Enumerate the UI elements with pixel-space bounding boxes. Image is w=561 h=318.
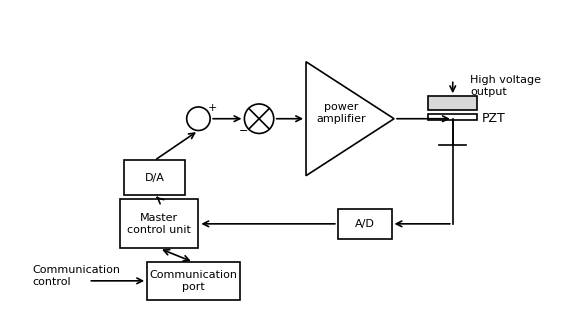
Text: power
amplifier: power amplifier xyxy=(316,102,366,124)
Bar xyxy=(338,209,392,238)
Text: PZT: PZT xyxy=(482,112,506,125)
Text: −: − xyxy=(239,127,248,136)
Bar xyxy=(147,262,240,300)
Text: D/A: D/A xyxy=(145,173,164,183)
Text: +: + xyxy=(208,103,217,113)
Text: A/D: A/D xyxy=(355,219,375,229)
Bar xyxy=(124,161,185,195)
Text: Communication
port: Communication port xyxy=(150,270,237,292)
Text: Master
control unit: Master control unit xyxy=(127,213,191,235)
Bar xyxy=(428,114,477,120)
Bar xyxy=(120,199,199,248)
Text: High voltage
output: High voltage output xyxy=(470,75,541,97)
Text: Communication
control: Communication control xyxy=(32,265,120,287)
Circle shape xyxy=(245,104,274,134)
Polygon shape xyxy=(306,62,394,176)
Circle shape xyxy=(187,107,210,130)
Bar xyxy=(428,96,477,110)
